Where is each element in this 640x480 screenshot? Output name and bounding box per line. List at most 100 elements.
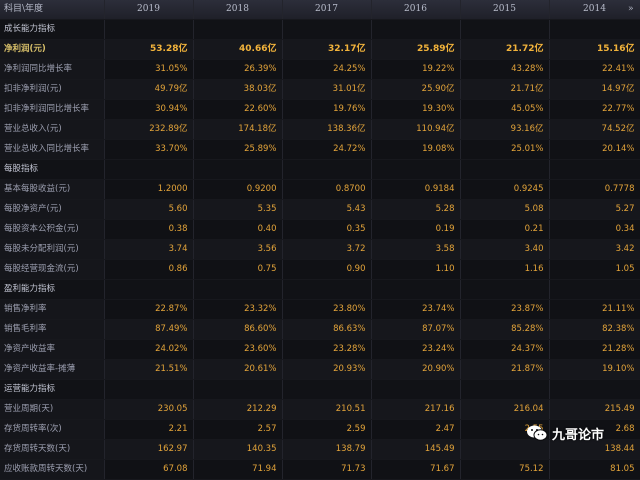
value-cell: 212.29	[193, 399, 283, 420]
value-cell: 19.08%	[371, 139, 461, 160]
value-cell: 21.72亿	[460, 39, 550, 60]
value-cell: 25.89亿	[371, 39, 461, 60]
value-cell: 0.8700	[282, 179, 372, 200]
value-cell: 0.86	[104, 259, 194, 280]
value-cell: 25.01%	[460, 139, 550, 160]
value-cell: 140.35	[193, 439, 283, 460]
row-label: 应收账款周转天数(天)	[0, 459, 105, 480]
row-label: 营业总收入(元)	[0, 119, 105, 140]
empty-cell	[460, 379, 550, 400]
value-cell: 20.93%	[282, 359, 372, 380]
header-year-2017[interactable]: 2017	[282, 0, 372, 20]
value-cell: 26.39%	[193, 59, 283, 80]
value-cell: 3.42	[549, 239, 640, 260]
row-label: 销售毛利率	[0, 319, 105, 340]
header-year-2016[interactable]: 2016	[371, 0, 461, 20]
empty-cell	[460, 159, 550, 180]
empty-cell	[104, 279, 194, 300]
empty-cell	[460, 279, 550, 300]
value-cell: 24.25%	[282, 59, 372, 80]
scroll-right-icon[interactable]: »	[627, 4, 634, 14]
value-cell: 23.28%	[282, 339, 372, 360]
value-cell: 19.76%	[282, 99, 372, 120]
row-label: 净利润(元)	[0, 39, 105, 60]
value-cell: 2.47	[371, 419, 461, 440]
value-cell: 33.70%	[104, 139, 194, 160]
table-row: 每股资本公积金(元) 0.38 0.40 0.35 0.19 0.21 0.34	[0, 219, 640, 240]
table-row: 净利润(元) 53.28亿 40.66亿 32.17亿 25.89亿 21.72亿 15.1…	[0, 39, 640, 60]
value-cell: 138.36亿	[282, 119, 372, 140]
row-label: 净资产收益率-摊薄	[0, 359, 105, 380]
value-cell: 217.16	[371, 399, 461, 420]
value-cell: 1.05	[549, 259, 640, 280]
row-label: 基本每股收益(元)	[0, 179, 105, 200]
value-cell: 45.05%	[460, 99, 550, 120]
value-cell: 3.58	[371, 239, 461, 260]
header-subject-year: 科目\年度	[0, 0, 105, 20]
section-header-row: 每股指标	[0, 159, 640, 180]
value-cell: 0.9200	[193, 179, 283, 200]
value-cell: 5.43	[282, 199, 372, 220]
table-row: 扣非净利润同比增长率 30.94% 22.60% 19.76% 19.30% 45.05%…	[0, 99, 640, 120]
table-row: 每股净资产(元) 5.60 5.35 5.43 5.28 5.08 5.27	[0, 199, 640, 220]
value-cell: 0.75	[193, 259, 283, 280]
table-row: 扣非净利润(元) 49.79亿 38.03亿 31.01亿 25.90亿 21.71亿 14…	[0, 79, 640, 100]
value-cell: 3.72	[282, 239, 372, 260]
header-year-2014[interactable]: 2014 »	[549, 0, 640, 20]
value-cell: 0.19	[371, 219, 461, 240]
empty-cell	[549, 19, 640, 40]
header-year-2015[interactable]: 2015	[460, 0, 550, 20]
value-cell: 25.89%	[193, 139, 283, 160]
value-cell: 20.90%	[371, 359, 461, 380]
value-cell: 25.90亿	[371, 79, 461, 100]
value-cell: 174.18亿	[193, 119, 283, 140]
row-label: 每股资本公积金(元)	[0, 219, 105, 240]
value-cell: 24.72%	[282, 139, 372, 160]
row-label: 存货周转天数(天)	[0, 439, 105, 460]
value-cell: 31.05%	[104, 59, 194, 80]
row-label: 存货周转率(次)	[0, 419, 105, 440]
empty-cell	[282, 279, 372, 300]
value-cell	[460, 439, 550, 460]
table-row: 净资产收益率-摊薄 21.51% 20.61% 20.93% 20.90% 21.87% 1…	[0, 359, 640, 380]
empty-cell	[549, 279, 640, 300]
table-row: 净利润同比增长率 31.05% 26.39% 24.25% 19.22% 43.28% 22…	[0, 59, 640, 80]
empty-cell	[371, 159, 461, 180]
table-row: 营业周期(天) 230.05 212.29 210.51 217.16 216.04 215…	[0, 399, 640, 420]
empty-cell	[282, 159, 372, 180]
value-cell: 43.28%	[460, 59, 550, 80]
row-label: 营业总收入同比增长率	[0, 139, 105, 160]
value-cell: 86.63%	[282, 319, 372, 340]
value-cell: 0.38	[104, 219, 194, 240]
value-cell: 81.05	[549, 459, 640, 480]
row-label: 每股净资产(元)	[0, 199, 105, 220]
value-cell: 22.60%	[193, 99, 283, 120]
value-cell: 2.68	[549, 419, 640, 440]
header-year-2019[interactable]: 2019	[104, 0, 194, 20]
section-title: 每股指标	[0, 159, 105, 180]
section-title: 盈利能力指标	[0, 279, 105, 300]
header-year-2018[interactable]: 2018	[193, 0, 283, 20]
empty-cell	[104, 159, 194, 180]
section-header-row: 运营能力指标	[0, 379, 640, 400]
value-cell: 38.03亿	[193, 79, 283, 100]
value-cell: 71.94	[193, 459, 283, 480]
header-year-2014-label: 2014	[583, 4, 606, 14]
value-cell: 21.87%	[460, 359, 550, 380]
row-label: 扣非净利润同比增长率	[0, 99, 105, 120]
value-cell: 0.40	[193, 219, 283, 240]
row-label: 净利润同比增长率	[0, 59, 105, 80]
value-cell: 49.79亿	[104, 79, 194, 100]
value-cell: 23.87%	[460, 299, 550, 320]
value-cell: 215.49	[549, 399, 640, 420]
value-cell: 93.16亿	[460, 119, 550, 140]
value-cell: 23.60%	[193, 339, 283, 360]
value-cell: 5.08	[460, 199, 550, 220]
value-cell: 15.16亿	[549, 39, 640, 60]
value-cell: 71.73	[282, 459, 372, 480]
value-cell: 0.9245	[460, 179, 550, 200]
table-row: 每股经营现金流(元) 0.86 0.75 0.90 1.10 1.16 1.05	[0, 259, 640, 280]
empty-cell	[371, 279, 461, 300]
empty-cell	[104, 379, 194, 400]
